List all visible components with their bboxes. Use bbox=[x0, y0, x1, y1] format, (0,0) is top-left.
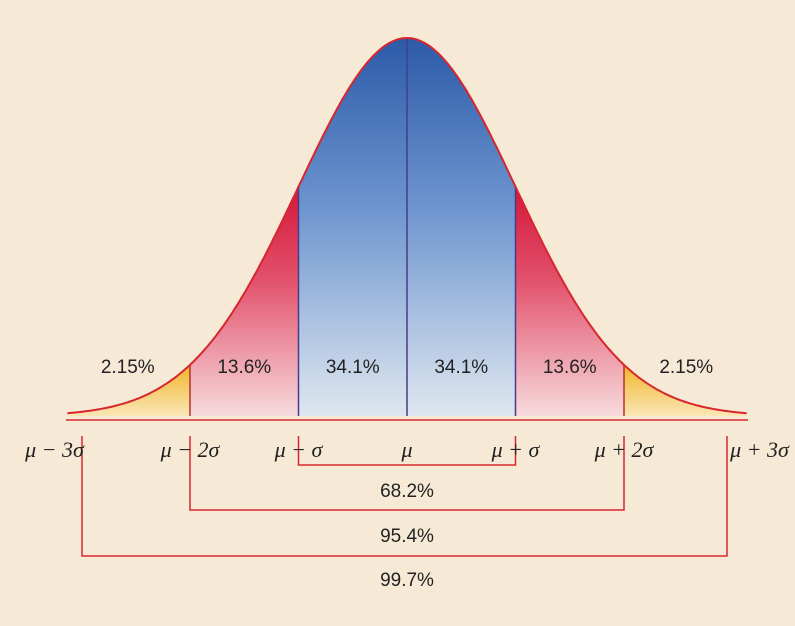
bracket bbox=[189, 436, 625, 511]
axis-label: μ bbox=[400, 437, 412, 462]
axis-label: μ + σ bbox=[491, 437, 541, 462]
region-fill bbox=[67, 364, 190, 416]
bracket bbox=[81, 436, 728, 557]
region-label: 2.15% bbox=[659, 357, 713, 378]
region-fill bbox=[624, 364, 747, 416]
lines bbox=[66, 36, 748, 557]
region-label: 13.6% bbox=[217, 357, 271, 378]
bracket-label: 95.4% bbox=[380, 526, 434, 547]
axis-label: μ + 3σ bbox=[729, 437, 790, 462]
bracket-label: 99.7% bbox=[380, 570, 434, 591]
region-label: 34.1% bbox=[326, 357, 380, 378]
labels: 2.15% 13.6% 34.1% 34.1% 13.6% 2.15% μ − 3σ μ − … bbox=[24, 357, 790, 591]
axis-label: μ − 2σ bbox=[160, 437, 221, 462]
bracket-label: 68.2% bbox=[380, 481, 434, 502]
curve bbox=[67, 36, 747, 415]
region-label: 13.6% bbox=[543, 357, 597, 378]
axis-label: μ + 2σ bbox=[594, 437, 655, 462]
region-label: 2.15% bbox=[101, 357, 155, 378]
axis-label: μ − 3σ bbox=[24, 437, 85, 462]
bracket bbox=[297, 436, 517, 466]
axis-label: μ − σ bbox=[274, 437, 324, 462]
region-label: 34.1% bbox=[434, 357, 488, 378]
